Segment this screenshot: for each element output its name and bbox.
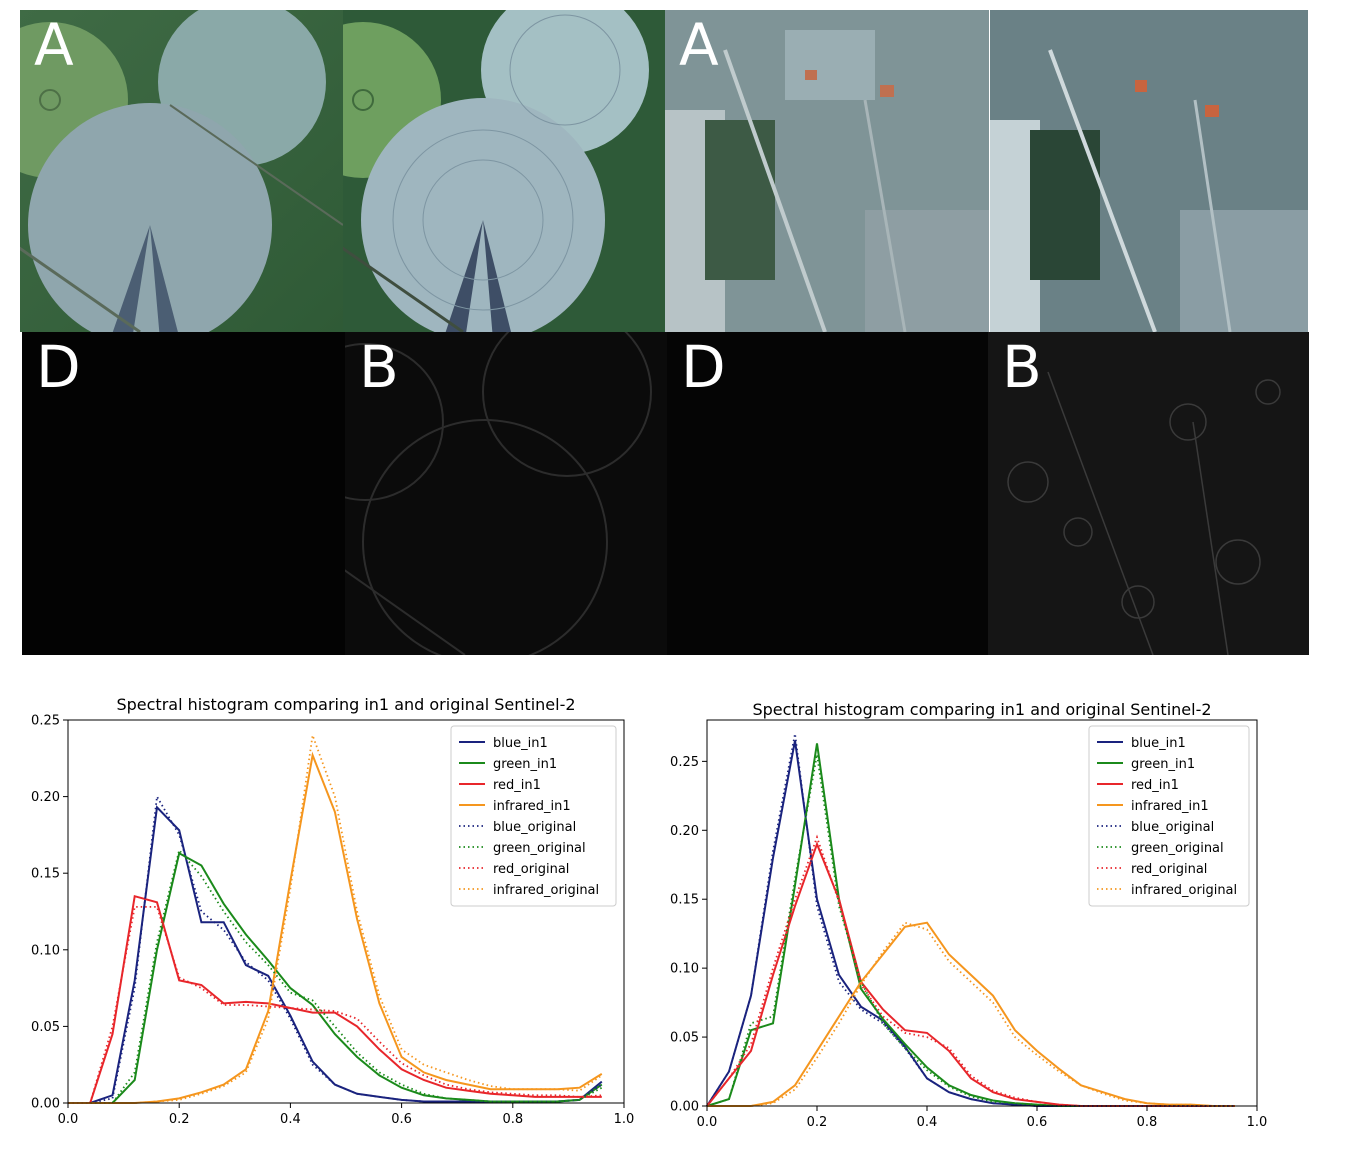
x-tick-label: 0.0 [697, 1115, 718, 1130]
y-tick-label: 0.10 [31, 943, 60, 958]
legend-label: blue_in1 [1131, 736, 1186, 751]
tile-letter: D [36, 333, 81, 401]
urban-area-image [990, 10, 1308, 332]
tile-d-urban-difference: D [667, 332, 988, 655]
series-line-green_in1 [68, 851, 603, 1104]
legend-box [1088, 725, 1250, 907]
x-tick-label: 0.8 [502, 1112, 523, 1127]
tile-d-farm-difference: D [22, 332, 345, 655]
legend-label: green_in1 [493, 757, 557, 772]
legend-label: blue_original [493, 820, 576, 835]
tile-letter: B [1002, 333, 1042, 401]
y-tick-label: 0.05 [670, 1031, 699, 1046]
y-tick-label: 0.15 [670, 893, 699, 908]
plot-frame [706, 719, 1258, 1107]
chart-title: Spectral histogram comparing in1 and ori… [116, 695, 575, 714]
x-tick-label: 0.2 [169, 1112, 190, 1127]
series-line-infrared_in1 [68, 751, 603, 1104]
tile-letter: D [681, 333, 726, 401]
legend-label: blue_in1 [493, 736, 548, 751]
urban-area-image [665, 10, 989, 332]
tile-a-farm-lowres: A [20, 10, 343, 332]
y-tick-label: 0.05 [31, 1020, 60, 1035]
tile-b-urban-difference: B [988, 332, 1309, 655]
pivot-field-image [20, 10, 343, 332]
y-tick-label: 0.25 [31, 714, 60, 729]
y-tick-label: 0.15 [31, 867, 60, 882]
legend-label: green_original [1131, 841, 1224, 856]
x-tick-label: 1.0 [614, 1112, 635, 1127]
edge-difference-image [1007, 371, 1281, 655]
tile-letter: B [359, 333, 399, 401]
tile-a-urban-lowres: A [665, 10, 989, 332]
legend: blue_in1 green_in1 red_in1 infrared_in1blue… [450, 725, 617, 907]
spectral-histogram-left: Spectral histogram comparing in1 and ori… [0, 680, 676, 1174]
y-tick-label: 0.10 [670, 962, 699, 977]
x-tick-label: 0.0 [58, 1112, 79, 1127]
y-tick-label: 0.20 [670, 824, 699, 839]
x-tick-label: 0.2 [807, 1115, 828, 1130]
legend-box [450, 725, 617, 907]
legend-label: infrared_original [493, 883, 599, 898]
x-tick-label: 0.6 [391, 1112, 412, 1127]
chart-title: Spectral histogram comparing in1 and ori… [752, 700, 1211, 719]
y-tick-label: 0.20 [31, 790, 60, 805]
pivot-field-image [343, 10, 665, 332]
legend-label: red_original [493, 862, 569, 877]
series-line-infrared_original [707, 921, 1235, 1107]
y-tick-label: 0.00 [670, 1100, 699, 1115]
y-tick-label: 0.25 [670, 755, 699, 770]
legend-label: green_in1 [1131, 757, 1195, 772]
chart-svg: Spectral histogram comparing in1 and ori… [31, 695, 635, 1127]
legend-label: red_in1 [1131, 778, 1179, 793]
legend-label: infrared_in1 [1131, 799, 1209, 814]
series-line-infrared_in1 [707, 921, 1235, 1107]
x-tick-label: 0.4 [280, 1112, 301, 1127]
legend-label: blue_original [1131, 820, 1214, 835]
x-tick-label: 0.8 [1137, 1115, 1158, 1130]
series-line-infrared_original [68, 734, 603, 1104]
x-tick-label: 1.0 [1247, 1115, 1268, 1130]
spectral-histogram-right: Spectral histogram comparing in1 and ori… [660, 690, 1353, 1174]
legend: blue_in1 green_in1 red_in1 infrared_in1blue… [1088, 725, 1250, 907]
x-tick-label: 0.6 [1027, 1115, 1048, 1130]
legend-label: infrared_original [1131, 883, 1237, 898]
series-line-red_in1 [68, 894, 602, 1104]
legend-label: red_in1 [493, 778, 541, 793]
edge-difference-image [345, 332, 652, 655]
tile-urban-superres [990, 10, 1308, 332]
tile-letter: A [34, 11, 74, 79]
legend-label: green_original [493, 841, 586, 856]
tile-letter: A [679, 11, 719, 79]
chart-svg: Spectral histogram comparing in1 and ori… [670, 700, 1268, 1130]
tile-b-farm-difference: B [345, 332, 667, 655]
y-tick-label: 0.00 [31, 1097, 60, 1112]
legend-label: red_original [1131, 862, 1207, 877]
plot-frame [67, 719, 625, 1104]
legend-label: infrared_in1 [493, 799, 571, 814]
tile-farm-superres [343, 10, 665, 332]
x-tick-label: 0.4 [917, 1115, 938, 1130]
